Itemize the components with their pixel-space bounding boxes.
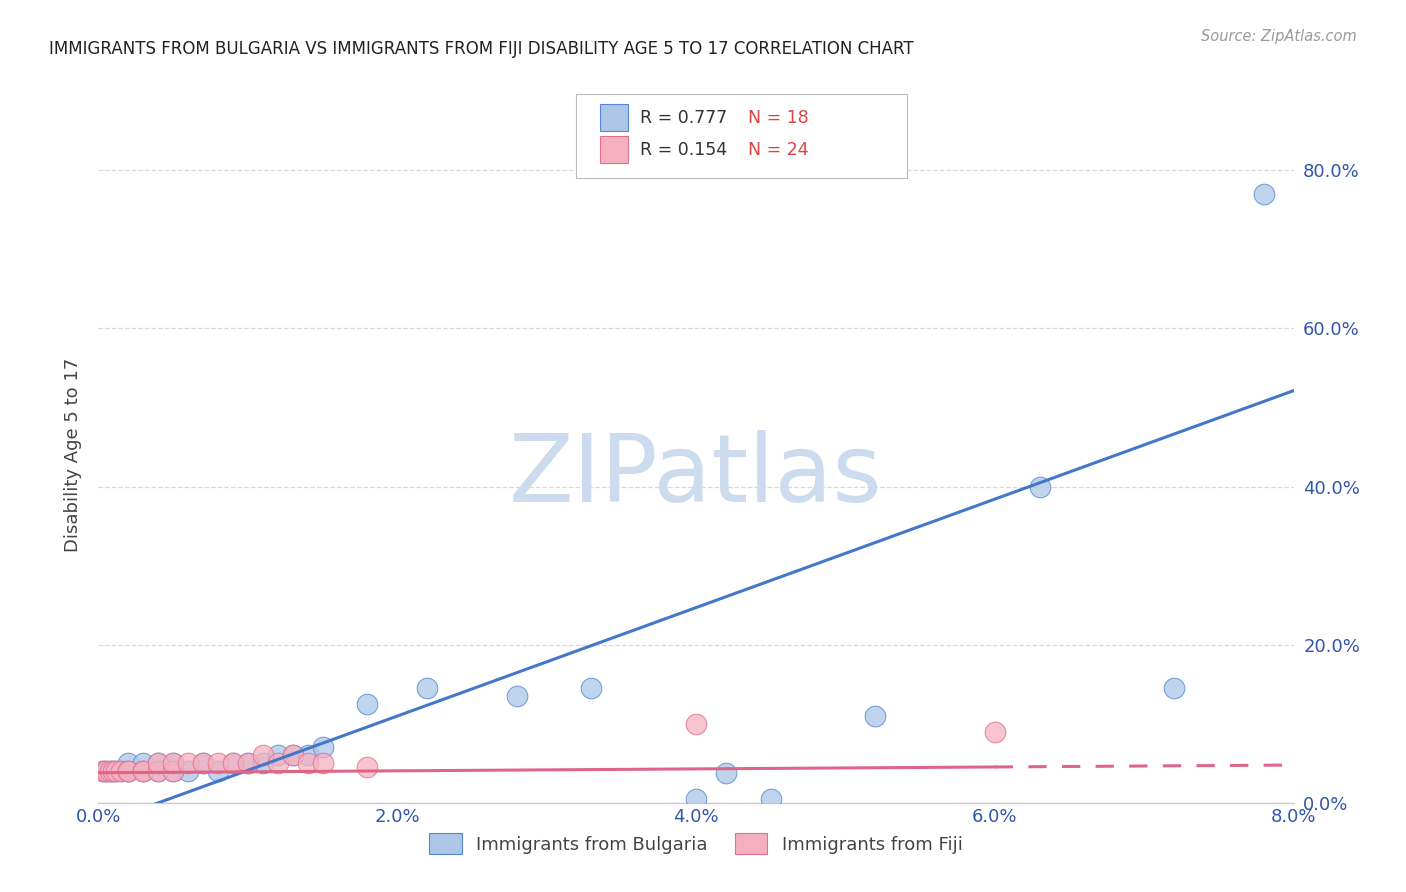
- Point: [103, 764, 125, 779]
- Point: [103, 764, 125, 779]
- Point: [311, 756, 333, 771]
- Point: [162, 764, 184, 779]
- Point: [162, 756, 184, 771]
- Point: [356, 697, 378, 711]
- Point: [91, 764, 114, 779]
- Point: [236, 756, 259, 771]
- Point: [110, 764, 132, 779]
- Point: [267, 756, 290, 771]
- Point: [117, 756, 139, 771]
- Point: [281, 748, 304, 763]
- Point: [105, 764, 128, 779]
- Point: [1028, 479, 1050, 493]
- Point: [1163, 681, 1185, 695]
- Y-axis label: Disability Age 5 to 17: Disability Age 5 to 17: [63, 358, 82, 552]
- Point: [416, 681, 439, 695]
- Point: [177, 764, 200, 779]
- Point: [148, 764, 170, 779]
- Point: [281, 748, 304, 763]
- Text: IMMIGRANTS FROM BULGARIA VS IMMIGRANTS FROM FIJI DISABILITY AGE 5 TO 17 CORRELAT: IMMIGRANTS FROM BULGARIA VS IMMIGRANTS F…: [49, 40, 914, 58]
- Point: [1253, 186, 1275, 201]
- Point: [191, 756, 214, 771]
- Point: [117, 764, 139, 779]
- Point: [236, 756, 259, 771]
- Point: [105, 764, 128, 779]
- Point: [117, 764, 139, 779]
- Point: [685, 792, 707, 806]
- Point: [148, 756, 170, 771]
- Text: R = 0.154: R = 0.154: [640, 141, 727, 159]
- Point: [162, 756, 184, 771]
- Point: [252, 756, 274, 771]
- Point: [865, 708, 887, 723]
- Point: [132, 764, 155, 779]
- Point: [222, 756, 245, 771]
- Point: [177, 756, 200, 771]
- Point: [267, 748, 290, 763]
- Point: [91, 764, 114, 779]
- Point: [311, 740, 333, 755]
- Point: [132, 764, 155, 779]
- Point: [685, 716, 707, 731]
- Point: [222, 756, 245, 771]
- Point: [297, 756, 319, 771]
- Point: [191, 756, 214, 771]
- Point: [117, 764, 139, 779]
- Point: [132, 764, 155, 779]
- Text: R = 0.777: R = 0.777: [640, 109, 727, 127]
- Point: [356, 760, 378, 774]
- Point: [110, 764, 132, 779]
- Point: [94, 764, 117, 779]
- Point: [94, 764, 117, 779]
- Text: Source: ZipAtlas.com: Source: ZipAtlas.com: [1201, 29, 1357, 44]
- Point: [581, 681, 603, 695]
- Point: [98, 764, 122, 779]
- Point: [714, 765, 737, 780]
- Point: [297, 748, 319, 763]
- Text: ZIPatlas: ZIPatlas: [509, 430, 883, 522]
- Text: N = 24: N = 24: [748, 141, 808, 159]
- Point: [506, 689, 529, 703]
- Point: [759, 792, 782, 806]
- Point: [207, 756, 229, 771]
- Point: [148, 764, 170, 779]
- Point: [984, 724, 1007, 739]
- Point: [148, 756, 170, 771]
- Point: [162, 764, 184, 779]
- Point: [207, 764, 229, 779]
- Point: [132, 756, 155, 771]
- Legend: Immigrants from Bulgaria, Immigrants from Fiji: Immigrants from Bulgaria, Immigrants fro…: [420, 824, 972, 863]
- Point: [98, 764, 122, 779]
- Text: N = 18: N = 18: [748, 109, 808, 127]
- Point: [252, 748, 274, 763]
